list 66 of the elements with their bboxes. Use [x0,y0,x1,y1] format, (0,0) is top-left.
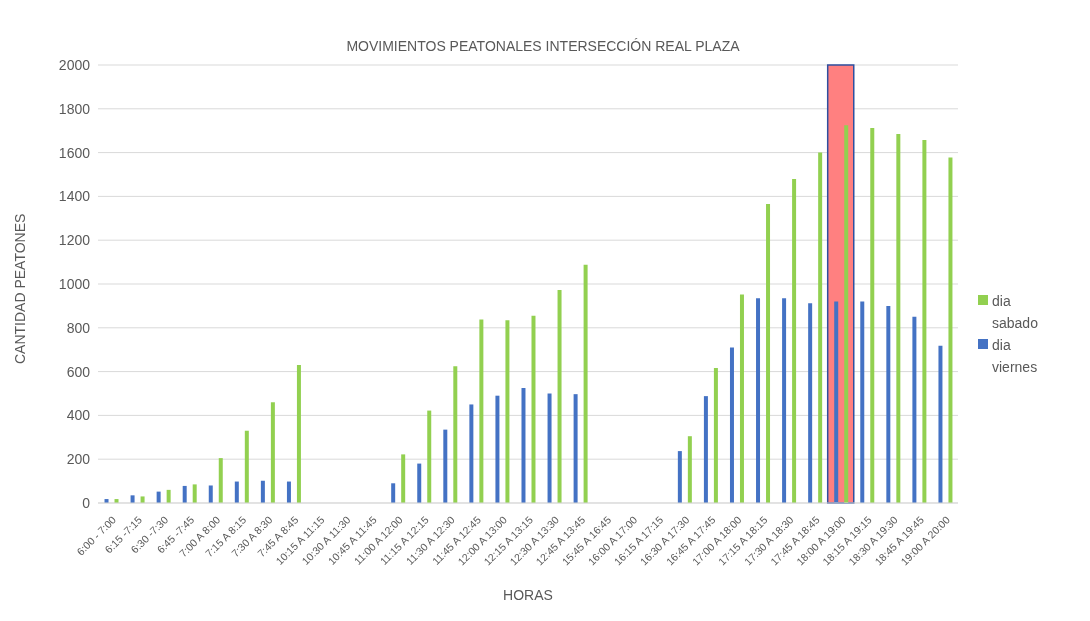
bar [495,395,500,503]
y-tick-label: 400 [66,407,91,424]
bar [739,294,744,503]
bar [792,178,797,503]
bar [782,298,787,503]
bar [218,458,223,503]
bar [296,365,301,503]
bar [713,367,718,503]
y-tick-label: 1400 [58,188,91,205]
bar [182,485,187,503]
bar [192,484,197,503]
bar [505,320,510,503]
bar [557,289,562,503]
bar [401,454,406,503]
chart-title: MOVIMIENTOS PEATONALES INTERSECCIÓN REAL PLAZA [346,38,740,54]
y-tick-label: 600 [66,363,91,380]
bar [844,125,849,503]
bar [583,264,588,503]
bar [818,152,823,503]
bar [896,133,901,503]
bar [391,483,396,503]
bar [766,204,771,503]
bar [417,463,422,503]
bar [521,388,526,503]
y-tick-label: 1200 [58,232,91,249]
y-axis-title: CANTIDAD PEATONES [11,213,28,364]
bar [130,495,135,503]
y-tick-label: 1000 [58,275,91,292]
x-axis-title: HORAS [503,587,553,603]
bar [677,451,682,503]
bar [140,496,145,503]
bar [208,485,213,503]
bar [703,396,708,503]
bar [860,301,865,503]
y-tick-label: 2000 [58,56,91,73]
y-tick-label: 1800 [58,100,91,117]
bar [808,303,813,503]
bar [870,128,875,503]
bar [531,315,536,503]
bar [453,366,458,503]
bar [286,481,291,503]
legend-label: dia viernes [992,336,1039,377]
bar [756,298,761,503]
bar [573,394,578,503]
bar [427,410,432,503]
bar [938,345,943,503]
bar [260,480,265,503]
bar [166,489,171,503]
bar [270,402,275,503]
bar [729,347,734,503]
bar [886,305,891,503]
bar [834,301,839,503]
bar [234,481,239,503]
bar [547,393,552,503]
bar [912,316,917,503]
y-tick-label: 1600 [58,144,91,161]
bar [443,429,448,503]
y-tick-label: 800 [66,319,91,336]
y-tick-label: 0 [82,494,91,511]
bar [469,404,474,503]
bar [244,430,249,503]
y-tick-label: 200 [66,451,91,468]
bar [479,319,484,503]
bar [922,139,927,503]
bar [948,157,953,503]
bar [687,436,692,503]
